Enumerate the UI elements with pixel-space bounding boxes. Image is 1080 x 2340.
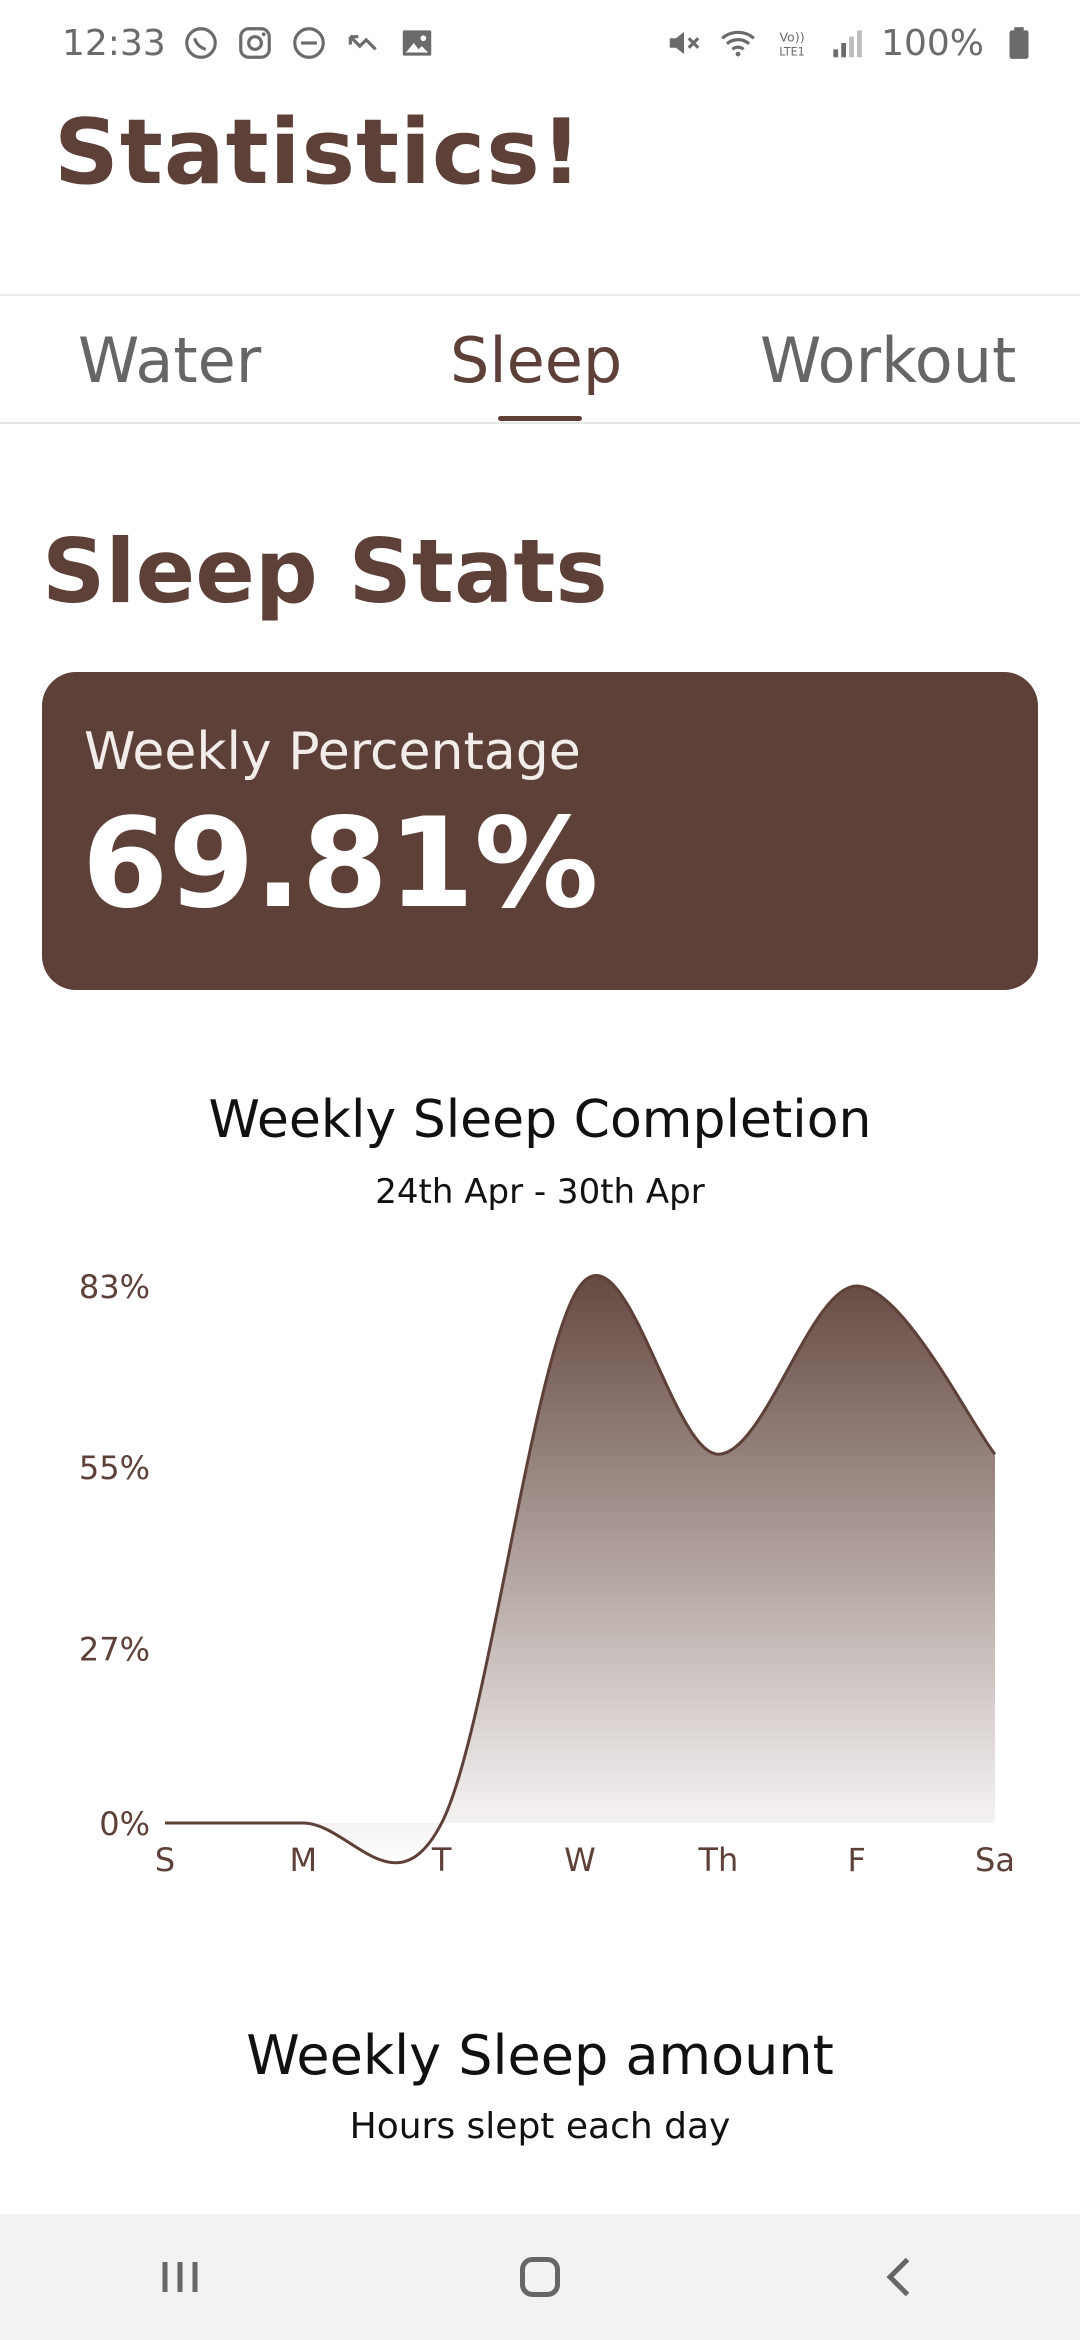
clock: 12:33 bbox=[62, 22, 166, 64]
x-tick-label: Sa bbox=[975, 1841, 1015, 1879]
status-bar: 12:33 Vo)) LTE1 100% bbox=[0, 0, 1080, 86]
svg-text:Vo)): Vo)) bbox=[779, 29, 804, 44]
tab-workout[interactable]: Workout bbox=[760, 324, 1017, 397]
weekly-sleep-amount-title: Weekly Sleep amount bbox=[246, 2024, 834, 2087]
whatsapp-icon bbox=[182, 24, 220, 62]
missed-call-icon bbox=[344, 24, 382, 62]
battery-icon bbox=[1000, 24, 1038, 62]
back-button[interactable] bbox=[830, 2227, 970, 2327]
gallery-icon bbox=[398, 24, 436, 62]
y-tick-label: 83% bbox=[79, 1268, 150, 1306]
tab-indicator bbox=[498, 416, 582, 421]
wifi-icon bbox=[719, 24, 757, 62]
system-navigation-bar bbox=[0, 2214, 1080, 2340]
mute-icon bbox=[665, 24, 703, 62]
weekly-percentage-label: Weekly Percentage bbox=[84, 722, 581, 782]
page-title: Statistics! bbox=[54, 100, 583, 205]
x-tick-label: F bbox=[847, 1841, 865, 1879]
tab-sleep[interactable]: Sleep bbox=[450, 324, 623, 397]
volte-icon: Vo)) LTE1 bbox=[773, 24, 811, 62]
section-title: Sleep Stats bbox=[42, 520, 608, 623]
home-button[interactable] bbox=[470, 2227, 610, 2327]
recent-apps-button[interactable] bbox=[110, 2227, 250, 2327]
chart-subtitle: 24th Apr - 30th Apr bbox=[375, 1172, 705, 1212]
tab-water[interactable]: Water bbox=[78, 324, 262, 397]
svg-text:LTE1: LTE1 bbox=[779, 46, 804, 59]
x-tick-label: W bbox=[564, 1841, 596, 1879]
do-not-disturb-icon bbox=[290, 24, 328, 62]
x-tick-label: M bbox=[290, 1841, 318, 1879]
x-tick-label: Th bbox=[697, 1841, 738, 1879]
weekly-sleep-amount-subtitle: Hours slept each day bbox=[349, 2106, 731, 2147]
status-bar-left: 12:33 bbox=[62, 23, 436, 64]
recent-apps-icon bbox=[162, 2262, 198, 2292]
y-tick-label: 55% bbox=[79, 1449, 150, 1487]
y-tick-label: 27% bbox=[79, 1630, 150, 1668]
home-icon bbox=[520, 2257, 560, 2297]
weekly-percentage-value: 69.81% bbox=[82, 792, 599, 936]
x-tick-label: T bbox=[431, 1841, 452, 1879]
chart-area-fill bbox=[165, 1275, 995, 1863]
signal-icon bbox=[827, 24, 865, 62]
status-bar-right: Vo)) LTE1 100% bbox=[665, 23, 1038, 64]
chart-title: Weekly Sleep Completion bbox=[208, 1090, 872, 1150]
instagram-icon bbox=[236, 24, 274, 62]
weekly-sleep-completion-chart: 83% 55% 27% 0% S M T W Th F Sa bbox=[79, 1268, 1015, 1879]
y-tick-label: 0% bbox=[99, 1805, 150, 1843]
tab-bar: Water Sleep Workout bbox=[0, 294, 1080, 424]
x-tick-label: S bbox=[155, 1841, 175, 1879]
battery-percentage: 100% bbox=[881, 22, 984, 64]
weekly-percentage-card: Weekly Percentage 69.81% bbox=[42, 672, 1038, 990]
back-icon bbox=[886, 2257, 910, 2297]
